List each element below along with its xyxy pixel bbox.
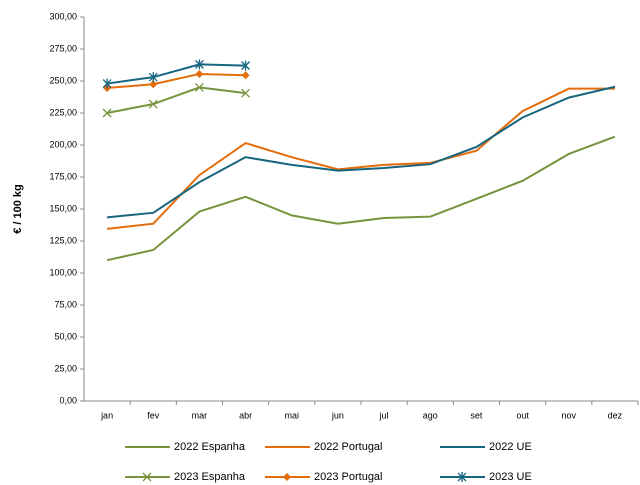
x-tick-label: mar [192,410,208,420]
y-tick-label: 150,00 [49,203,77,213]
marker [283,473,291,481]
legend-item: 2023 Portugal [265,471,383,483]
legend-label: 2022 Espanha [174,441,246,453]
series-line [106,87,615,230]
x-tick-label: jun [331,410,344,420]
legend-label: 2022 Portugal [314,441,383,453]
x-tick-label: set [470,410,483,420]
y-tick-label: 0,00 [59,395,77,405]
marker [102,108,112,118]
legend-label: 2023 Espanha [174,471,246,483]
marker [241,88,251,98]
legend-item: 2023 UE [440,471,532,483]
y-tick-label: 125,00 [49,235,77,245]
x-tick-label: ago [423,410,438,420]
legend-item: 2023 Espanha [125,471,246,483]
x-tick-label: out [516,410,529,420]
y-tick-label: 275,00 [49,43,77,53]
x-tick-label: fev [147,410,160,420]
marker [142,472,152,482]
series-line [106,63,246,85]
x-tick-label: abr [239,410,252,420]
series-line [106,135,616,262]
y-tick-label: 100,00 [49,267,77,277]
series-line [106,85,616,219]
y-tick-label: 25,00 [54,363,77,373]
marker [148,72,158,83]
marker [148,99,158,109]
marker [241,60,251,71]
y-tick-label: 50,00 [54,331,77,341]
y-tick-label: 175,00 [49,171,77,181]
y-tick-label: 250,00 [49,75,77,85]
y-tick-label: 200,00 [49,139,77,149]
x-tick-label: jan [100,410,113,420]
marker [457,472,467,482]
y-tick-label: 75,00 [54,299,77,309]
marker [194,59,204,70]
series-line [106,86,246,114]
marker [194,82,204,92]
legend-label: 2023 Portugal [314,471,383,483]
marker [195,69,204,78]
y-tick-label: 225,00 [49,107,77,117]
x-tick-label: dez [608,410,623,420]
legend-item: 2022 UE [440,441,532,453]
x-tick-label: mai [284,410,299,420]
legend-label: 2022 UE [489,441,532,453]
marker [149,80,158,89]
y-tick-label: 300,00 [49,11,77,21]
x-tick-label: jul [379,410,389,420]
marker [241,71,250,80]
legend-item: 2022 Espanha [125,441,246,453]
legend-label: 2023 UE [489,471,532,483]
x-tick-label: nov [561,410,576,420]
y-axis-label: € / 100 kg [12,184,24,234]
series-line [107,72,246,90]
marker [102,78,112,89]
legend-item: 2022 Portugal [265,441,383,453]
